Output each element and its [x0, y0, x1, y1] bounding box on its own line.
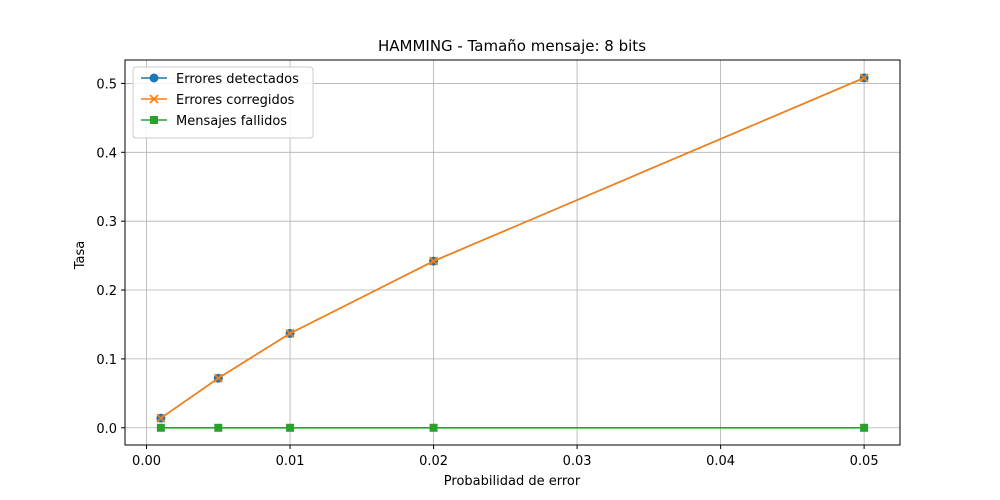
legend-marker — [150, 116, 158, 124]
y-tick-label: 0.4 — [96, 146, 117, 161]
y-tick-label: 0.2 — [96, 284, 117, 299]
legend-label: Errores detectados — [176, 72, 299, 87]
data-point — [214, 423, 223, 432]
data-point — [860, 423, 869, 432]
series-layer — [156, 73, 869, 432]
plot-area-frame — [124, 59, 901, 446]
x-tick-label: 0.02 — [419, 454, 448, 469]
data-point — [213, 373, 223, 383]
legend-marker — [149, 94, 159, 104]
legend-item: Mensajes fallidos — [141, 114, 287, 129]
chart-title: HAMMING - Tamaño mensaje: 8 bits — [378, 37, 646, 55]
x-tick-label: 0.01 — [276, 454, 305, 469]
data-point — [156, 423, 165, 432]
data-point — [286, 423, 295, 432]
y-tick-label: 0.5 — [96, 77, 117, 92]
x-tick-label: 0.03 — [563, 454, 592, 469]
data-point — [429, 423, 438, 432]
legend-label: Errores corregidos — [176, 93, 295, 108]
data-point — [285, 328, 295, 338]
y-tick-label: 0.3 — [96, 215, 117, 230]
x-axis-label: Probabilidad de error — [444, 474, 581, 489]
ticks: 0.00 0.01 0.02 0.03 0.04 0.05 0.0 0.1 0.2 0.3 0.4 0… — [96, 77, 878, 469]
legend-item: Errores corregidos — [141, 93, 295, 108]
x-tick-label: 0.05 — [850, 454, 879, 469]
legend: Errores detectados Errores corregidos Mens… — [132, 66, 314, 139]
legend-box — [132, 66, 314, 139]
y-tick-label: 0.1 — [96, 353, 117, 368]
legend-marker — [149, 73, 159, 83]
legend-item: Errores detectados — [141, 72, 299, 87]
data-point — [428, 256, 439, 266]
y-tick-label: 0.0 — [96, 422, 117, 437]
x-tick-label: 0.04 — [706, 454, 735, 469]
legend-label: Mensajes fallidos — [176, 114, 287, 129]
data-point — [156, 413, 166, 423]
series-2 — [156, 73, 869, 423]
series-3 — [156, 423, 869, 432]
x-tick-label: 0.00 — [132, 454, 161, 469]
y-axis-label: Tasa — [73, 241, 88, 271]
data-point — [859, 73, 869, 83]
